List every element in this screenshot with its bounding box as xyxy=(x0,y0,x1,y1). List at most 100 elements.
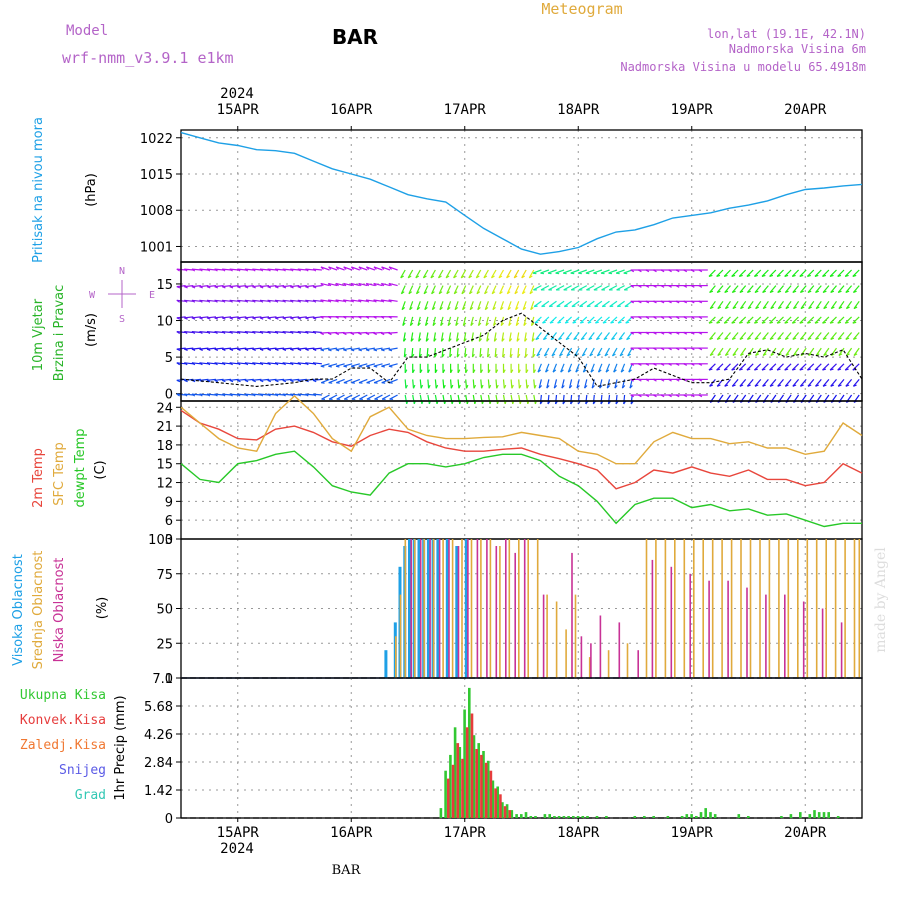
cloud-mid-bar xyxy=(749,539,752,678)
wind-arrow-head xyxy=(800,306,805,310)
wind-arrow xyxy=(252,347,262,350)
wind-arrow xyxy=(550,332,557,340)
wind-arrow xyxy=(462,301,467,310)
wind-arrow-head xyxy=(229,379,234,383)
wind-arrow-head xyxy=(184,286,188,289)
cloud-mid-bar xyxy=(702,539,704,678)
wind-arrow-head xyxy=(206,331,211,335)
precip-total-bar xyxy=(605,816,608,818)
wind-arrow-head xyxy=(545,369,549,373)
wind-arrow-head xyxy=(698,269,703,273)
wind-arrow-head xyxy=(480,369,484,374)
wind-arrow-head xyxy=(739,321,743,324)
wind-arrow-head xyxy=(229,299,233,303)
cloud-high-bar xyxy=(426,539,430,678)
precip-conv-bar xyxy=(484,762,488,818)
wind-arrow-head xyxy=(389,382,393,384)
wind-arrow-head xyxy=(837,384,842,387)
wind-arrow-head xyxy=(282,317,287,320)
wind-arrow xyxy=(534,316,542,324)
wind-arrow xyxy=(275,347,285,350)
wind-arrow xyxy=(267,316,277,319)
wind-arrow-head xyxy=(439,306,443,311)
wind-arrow-head xyxy=(769,337,774,340)
wind-arrow-head xyxy=(305,362,309,366)
wind-arrow-head xyxy=(477,306,481,311)
wind-arrow-head xyxy=(746,368,751,371)
wind-arrow xyxy=(297,393,307,396)
wind-arrow-head xyxy=(380,316,385,319)
wind-arrow-head xyxy=(445,275,450,279)
cloud-low-bar xyxy=(467,539,469,678)
wind-arrow-head xyxy=(532,353,536,358)
wind-arrow xyxy=(480,379,483,389)
wind-arrow-head xyxy=(853,306,858,310)
precip-conv-bar xyxy=(465,727,469,818)
wind-arrow-head xyxy=(282,393,286,397)
svg-text:(%): (%) xyxy=(95,597,110,620)
wind-ylabel-line1: 10m Vjetar xyxy=(31,298,46,371)
wind-arrow-head xyxy=(350,365,355,368)
wind-arrow-head xyxy=(388,299,392,303)
wind-arrow-head xyxy=(471,353,475,358)
wind-arrow xyxy=(746,379,754,387)
wind-arrow xyxy=(600,394,603,405)
wind-arrow xyxy=(609,300,618,307)
precip-conv-bar xyxy=(508,810,512,818)
wind-arrow-head xyxy=(653,363,657,366)
wind-arrow-head xyxy=(236,393,241,397)
wind-arrow-head xyxy=(297,393,302,397)
cloud-mid-bar xyxy=(626,643,629,679)
wind-arrow-head xyxy=(619,353,624,357)
wind-arrow xyxy=(838,300,845,309)
wind-arrow xyxy=(502,394,506,405)
wind-arrow-head xyxy=(426,353,430,358)
wind-arrow xyxy=(184,316,194,319)
wind-arrow xyxy=(267,285,277,288)
y-tick-label: 7.1 xyxy=(152,672,173,687)
wind-arrow xyxy=(222,285,232,288)
wind-arrow-head xyxy=(380,299,385,303)
precip-total-bar xyxy=(827,812,830,818)
wind-arrow xyxy=(590,363,595,373)
wind-arrow-head xyxy=(611,337,615,341)
wind-arrow-head xyxy=(358,332,362,336)
wind-arrow xyxy=(570,269,580,274)
wind-arrow xyxy=(754,332,762,340)
precip-total-bar xyxy=(747,816,750,818)
precip-total-bar xyxy=(439,808,443,818)
wind-arrow xyxy=(267,347,277,350)
wind-arrow-head xyxy=(289,268,294,272)
wind-arrow-head xyxy=(709,290,714,294)
wind-arrow-head xyxy=(407,275,412,279)
y-tick-label: 0 xyxy=(165,812,173,827)
wind-arrow xyxy=(607,394,611,405)
sfc-temp-line xyxy=(180,395,863,465)
wind-arrow xyxy=(830,332,837,340)
wind-arrow-head xyxy=(343,266,347,270)
wind-arrow xyxy=(388,299,398,302)
wind-arrow xyxy=(507,301,512,310)
wind-arrow-head xyxy=(830,384,835,387)
wind-arrow-head xyxy=(808,306,812,310)
wind-arrow-head xyxy=(830,337,835,340)
wind-arrow xyxy=(564,316,573,324)
wind-arrow-head xyxy=(434,369,438,374)
wind-arrow xyxy=(563,285,572,291)
wind-arrow-head xyxy=(717,306,722,310)
wind-arrow-head xyxy=(645,285,650,288)
wind-arrow xyxy=(814,316,822,324)
wind-arrow-head xyxy=(621,385,626,389)
wind-arrow-head xyxy=(807,290,812,294)
wind-arrow-head xyxy=(517,353,521,358)
wind-arrow xyxy=(785,300,792,309)
wind-arrow-head xyxy=(388,316,392,319)
wind-arrow-head xyxy=(675,316,680,320)
wind-arrow-head xyxy=(507,306,511,311)
wind-arrow-head xyxy=(653,269,657,273)
wind-arrow-head xyxy=(709,306,714,310)
wind-arrow xyxy=(484,285,489,295)
wind-arrow xyxy=(792,285,800,293)
wind-arrow-head xyxy=(381,365,385,368)
wind-arrow xyxy=(784,363,792,371)
